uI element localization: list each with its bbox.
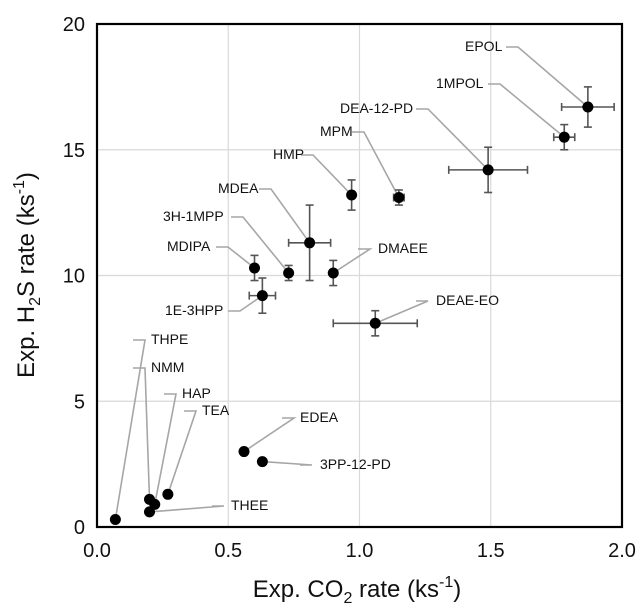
label-leader bbox=[416, 108, 489, 171]
label-leader bbox=[262, 460, 313, 466]
point-label: 1E-3HPP bbox=[165, 302, 223, 318]
y-tick-labels: 0 5 10 15 20 bbox=[63, 14, 85, 539]
point-label: DMAEE bbox=[378, 240, 428, 256]
label-leader bbox=[243, 417, 297, 453]
data-point: DEAE-EO bbox=[369, 317, 381, 329]
label-leader bbox=[231, 216, 290, 274]
x-tick-label: 0.0 bbox=[83, 540, 111, 562]
label-leader bbox=[216, 246, 255, 269]
label-leader bbox=[153, 393, 177, 505]
y-axis-title: Exp. H2S rate (ks-1) bbox=[11, 172, 44, 378]
label-leader bbox=[167, 410, 198, 495]
x-tick-label: 1.5 bbox=[477, 540, 505, 562]
plot-frame bbox=[95, 22, 624, 529]
point-label: MPM bbox=[320, 123, 353, 139]
x-axis-title: Exp. CO2 rate (ks-1) bbox=[253, 574, 462, 607]
label-leaders bbox=[114, 46, 589, 520]
point-label: MDIPA bbox=[167, 238, 211, 254]
point-label: TEA bbox=[202, 402, 230, 418]
point-label: HMP bbox=[273, 146, 304, 162]
data-point: EDEA bbox=[238, 446, 250, 458]
point-label: EDEA bbox=[300, 409, 339, 425]
x-tick-label: 0.5 bbox=[214, 540, 242, 562]
label-leader bbox=[301, 154, 353, 196]
data-point: EPOL bbox=[582, 101, 594, 113]
error-bars bbox=[248, 86, 615, 337]
label-leader bbox=[488, 83, 565, 138]
x-tick-label: 2.0 bbox=[608, 540, 636, 562]
point-label: THPE bbox=[151, 331, 188, 347]
label-leader bbox=[352, 131, 400, 198]
label-leader bbox=[374, 300, 429, 325]
point-label: THEE bbox=[231, 497, 268, 513]
label-leader bbox=[259, 188, 311, 244]
point-label: 3H-1MPP bbox=[163, 208, 224, 224]
point-label: DEAE-EO bbox=[436, 292, 499, 308]
data-point: THPE bbox=[109, 513, 121, 525]
y-tick-label: 10 bbox=[63, 266, 85, 288]
point-labels: EPOL 1MPOL DEA-12-PD MPM HMP MDEA 3H-1MPP MDIPA… bbox=[151, 38, 503, 513]
point-label: DEA-12-PD bbox=[340, 100, 413, 116]
label-leader bbox=[332, 248, 373, 274]
data-point: 3H-1MPP bbox=[283, 267, 295, 279]
point-label: 1MPOL bbox=[436, 75, 484, 91]
y-tick-label: 0 bbox=[74, 517, 85, 539]
data-point: MDEA bbox=[304, 237, 316, 249]
label-leader bbox=[114, 339, 146, 520]
point-label: HAP bbox=[182, 385, 211, 401]
point-label: MDEA bbox=[218, 180, 259, 196]
data-point: HMP bbox=[346, 189, 358, 201]
data-point: THEE bbox=[144, 506, 155, 518]
data-point: MDIPA bbox=[249, 262, 260, 274]
label-leader bbox=[506, 46, 589, 108]
point-label: EPOL bbox=[465, 38, 503, 54]
x-tick-label: 1.0 bbox=[346, 540, 374, 562]
y-tick-label: 5 bbox=[74, 391, 85, 413]
data-point: TEA bbox=[162, 488, 174, 500]
data-point: MPM bbox=[393, 192, 405, 204]
data-point: 3PP-12-PD bbox=[256, 456, 268, 468]
label-leader bbox=[228, 294, 263, 312]
y-tick-label: 20 bbox=[63, 14, 85, 36]
label-leader bbox=[133, 367, 151, 500]
point-label: 3PP-12-PD bbox=[320, 456, 391, 472]
grid-lines bbox=[97, 24, 622, 527]
y-tick-label: 15 bbox=[63, 140, 85, 162]
data-point: DEA-12-PD bbox=[482, 164, 494, 176]
data-point: 1E-3HPP bbox=[256, 290, 268, 302]
label-leader bbox=[149, 505, 225, 513]
data-point: DMAEE bbox=[327, 267, 339, 279]
point-label: NMM bbox=[151, 359, 184, 375]
data-point: 1MPOL bbox=[558, 131, 570, 143]
x-tick-labels: 0.0 0.5 1.0 1.5 2.0 bbox=[83, 540, 636, 562]
data-points: EPOL 1MPOL DEA-12-PD MPM HMP MDEA 3H-1MPP MDIPA… bbox=[109, 101, 594, 525]
